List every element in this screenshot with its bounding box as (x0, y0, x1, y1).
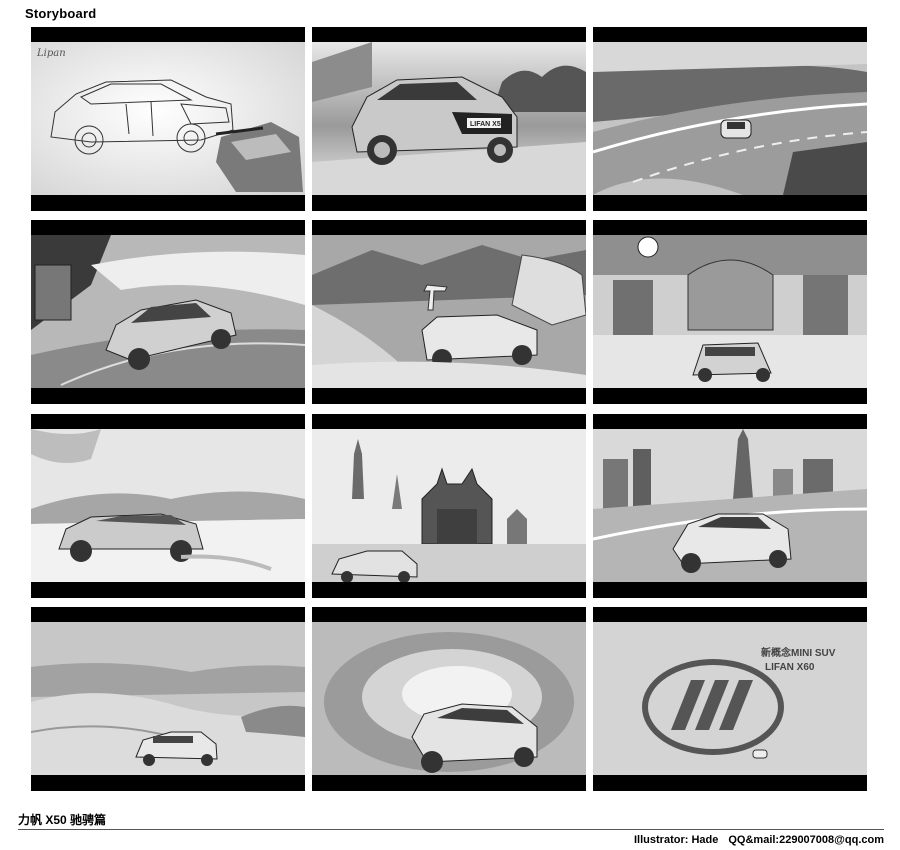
storyboard-panel-5 (312, 220, 586, 404)
panel-8-illustration (312, 429, 586, 582)
panel-5-illustration (312, 235, 586, 388)
divider (18, 829, 884, 830)
illustrator-credit: Illustrator: Hade (634, 834, 719, 846)
lifan-logo-emblem (642, 659, 784, 755)
storyboard-panel-3 (593, 27, 867, 211)
panel-11-illustration (312, 622, 586, 775)
storyboard-caption: 力帆 X50 驰骋篇 (18, 813, 107, 827)
panel-3-illustration (593, 42, 867, 195)
storyboard-panel-12: 新概念MINI SUV LIFAN X60 (593, 607, 867, 791)
tagline-line-2: LIFAN X60 (765, 662, 815, 673)
panel-7-illustration (31, 429, 305, 582)
contact-info: QQ&mail:229007008@qq.com (728, 834, 884, 846)
panel-6-illustration (593, 235, 867, 388)
page-title: Storyboard (25, 6, 97, 21)
panel-1-illustration: Lipan (31, 42, 305, 195)
panel-2-illustration: LIFAN X50 (312, 42, 586, 195)
tagline-line-1: 新概念MINI SUV (761, 646, 836, 659)
license-plate: LIFAN X50 (470, 121, 505, 128)
storyboard-panel-4 (31, 220, 305, 404)
storyboard-panel-7 (31, 414, 305, 598)
panel-9-illustration (593, 429, 867, 582)
storyboard-panel-9 (593, 414, 867, 598)
storyboard-panel-10 (31, 607, 305, 791)
storyboard-panel-1: Lipan (31, 27, 305, 211)
credit-line: Illustrator: Hade QQ&mail:229007008@qq.co… (634, 834, 884, 846)
storyboard-panel-8 (312, 414, 586, 598)
panel-10-illustration (31, 622, 305, 775)
storyboard-panel-6 (593, 220, 867, 404)
storyboard-panel-11 (312, 607, 586, 791)
panel-4-illustration (31, 235, 305, 388)
signature: Lipan (36, 48, 66, 59)
storyboard-panel-2: LIFAN X50 (312, 27, 586, 211)
panel-12-illustration: 新概念MINI SUV LIFAN X60 (593, 622, 867, 775)
